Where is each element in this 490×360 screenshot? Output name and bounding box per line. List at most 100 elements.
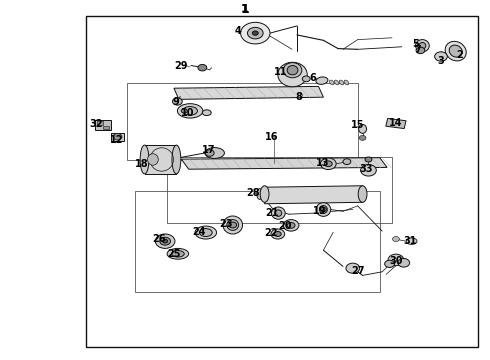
Text: 24: 24 [193, 227, 206, 237]
Text: 5: 5 [412, 39, 419, 49]
Circle shape [324, 161, 332, 167]
Ellipse shape [316, 203, 331, 216]
Circle shape [252, 31, 258, 35]
Ellipse shape [287, 66, 298, 75]
Circle shape [320, 207, 326, 212]
Ellipse shape [140, 145, 149, 174]
Ellipse shape [195, 226, 217, 239]
Ellipse shape [199, 229, 212, 237]
Circle shape [392, 237, 399, 242]
Ellipse shape [172, 251, 184, 257]
Ellipse shape [419, 42, 426, 49]
Ellipse shape [278, 62, 307, 87]
Ellipse shape [339, 80, 344, 85]
Text: 1: 1 [241, 3, 249, 15]
Ellipse shape [359, 125, 367, 134]
Bar [111, 133, 124, 141]
Circle shape [385, 260, 394, 267]
Text: 23: 23 [220, 219, 233, 229]
Text: 19: 19 [313, 206, 327, 216]
Ellipse shape [260, 186, 269, 202]
Circle shape [287, 222, 295, 228]
Text: 17: 17 [201, 145, 215, 155]
Circle shape [241, 22, 270, 44]
Ellipse shape [316, 77, 328, 84]
Text: 6: 6 [309, 73, 316, 84]
Text: 31: 31 [404, 236, 417, 246]
Text: 33: 33 [360, 164, 373, 174]
Text: 4: 4 [234, 26, 241, 36]
Text: 10: 10 [181, 108, 195, 118]
Polygon shape [181, 158, 387, 169]
Bar [86, 16, 478, 347]
Circle shape [160, 237, 171, 245]
Circle shape [283, 220, 299, 231]
Text: 7: 7 [414, 45, 421, 55]
Text: 12: 12 [110, 135, 123, 145]
Ellipse shape [172, 145, 181, 174]
Ellipse shape [329, 80, 334, 85]
Circle shape [320, 158, 336, 170]
Ellipse shape [445, 41, 466, 61]
Circle shape [247, 27, 263, 39]
Text: 11: 11 [273, 67, 287, 77]
Circle shape [155, 234, 175, 248]
Ellipse shape [205, 148, 224, 158]
Bar [103, 126, 109, 129]
Ellipse shape [147, 154, 158, 165]
Text: 18: 18 [135, 159, 148, 169]
Text: 21: 21 [265, 208, 279, 218]
Polygon shape [265, 186, 363, 204]
Ellipse shape [167, 248, 189, 259]
Text: 20: 20 [278, 221, 292, 231]
Bar [95, 120, 111, 130]
Circle shape [435, 52, 447, 61]
Ellipse shape [205, 150, 214, 156]
Text: 1: 1 [241, 4, 249, 14]
Text: 16: 16 [265, 132, 279, 142]
Circle shape [365, 157, 372, 162]
Text: 30: 30 [389, 256, 403, 266]
Text: 3: 3 [438, 56, 444, 66]
Text: 9: 9 [172, 96, 179, 107]
Circle shape [361, 165, 376, 176]
Polygon shape [174, 86, 323, 99]
Ellipse shape [177, 104, 203, 118]
Text: 26: 26 [152, 234, 166, 244]
Ellipse shape [302, 76, 310, 82]
Text: 2: 2 [456, 50, 463, 60]
Bar [97, 121, 103, 125]
Ellipse shape [449, 45, 462, 57]
Text: 8: 8 [295, 92, 302, 102]
Text: 13: 13 [316, 158, 329, 168]
Ellipse shape [334, 80, 339, 85]
Ellipse shape [181, 109, 187, 113]
Circle shape [343, 159, 351, 165]
Text: 15: 15 [351, 120, 365, 130]
Ellipse shape [406, 238, 417, 244]
Circle shape [163, 239, 168, 243]
Ellipse shape [283, 63, 302, 78]
Ellipse shape [202, 110, 211, 116]
Circle shape [113, 134, 122, 140]
Text: 28: 28 [246, 188, 260, 198]
Text: 25: 25 [167, 249, 181, 259]
Ellipse shape [227, 220, 239, 230]
Bar [386, 118, 406, 129]
Circle shape [229, 222, 237, 228]
Ellipse shape [271, 207, 285, 219]
Circle shape [346, 263, 360, 273]
Text: 22: 22 [264, 228, 278, 238]
Text: 32: 32 [89, 119, 103, 129]
Ellipse shape [319, 206, 327, 213]
Ellipse shape [416, 40, 429, 52]
Circle shape [398, 258, 410, 267]
Ellipse shape [257, 189, 263, 199]
Ellipse shape [183, 107, 197, 115]
Ellipse shape [358, 186, 367, 202]
Circle shape [388, 254, 404, 266]
Ellipse shape [275, 210, 282, 216]
Polygon shape [145, 145, 176, 174]
Text: 29: 29 [174, 60, 188, 71]
Text: 27: 27 [351, 266, 365, 276]
